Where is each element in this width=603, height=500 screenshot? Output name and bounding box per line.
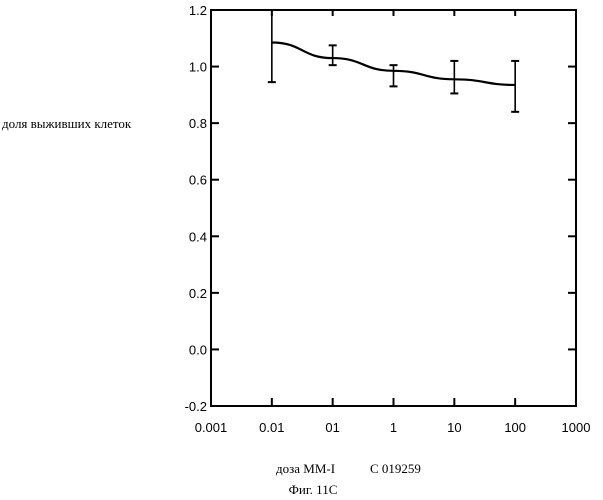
patent-number: C 019259: [370, 461, 421, 476]
x-axis-label: доза ММ-I: [276, 461, 335, 476]
figure-caption: Фиг. 11С: [289, 482, 338, 497]
error-bar: [450, 61, 458, 94]
error-bar: [268, 10, 276, 82]
x-tick-label: 10: [447, 420, 461, 435]
x-tick-label: 0.001: [195, 420, 228, 435]
y-tick-label: 0.0: [189, 342, 207, 357]
y-tick-label: 0.4: [189, 229, 207, 244]
error-bar: [511, 61, 519, 112]
x-axis: 0.001 0.01 01 1 10 100 1000: [195, 10, 591, 435]
y-tick-label: 0.2: [189, 286, 207, 301]
y-tick-label: 1.0: [189, 60, 207, 75]
y-axis-label: доля выживших клеток: [2, 116, 132, 131]
x-tick-label: 100: [504, 420, 526, 435]
x-tick-label: 1: [390, 420, 397, 435]
error-bar: [390, 65, 398, 86]
series-group: [268, 10, 519, 112]
y-tick-label: 1.2: [189, 3, 207, 18]
y-axis: 1.2 1.0 0.8 0.6 0.4 0.2 0.0 -0.2: [185, 3, 576, 414]
x-tick-label: 0.01: [259, 420, 284, 435]
y-tick-label: 0.8: [189, 116, 207, 131]
error-bar: [329, 45, 337, 65]
x-tick-label: 1000: [562, 420, 591, 435]
y-tick-label: 0.6: [189, 173, 207, 188]
y-tick-label: -0.2: [185, 399, 207, 414]
x-tick-label: 01: [325, 420, 339, 435]
